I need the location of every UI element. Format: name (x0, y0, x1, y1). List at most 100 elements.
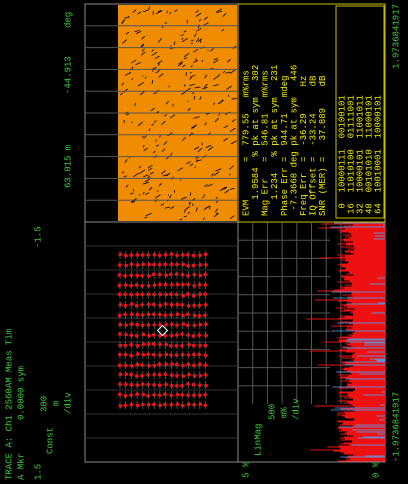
constellation-point (187, 353, 191, 357)
eye-streak (144, 145, 145, 148)
constellation-point (136, 404, 140, 408)
constellation-point (129, 373, 133, 377)
constellation-point (136, 263, 140, 267)
constellation-point (192, 403, 196, 407)
constellation-point (186, 323, 190, 327)
constellation-point (117, 284, 121, 288)
constellation-point (175, 263, 179, 267)
constellation-point (198, 254, 202, 258)
constellation-point (204, 303, 208, 307)
constellation-point (175, 363, 179, 367)
constellation-point (175, 344, 179, 348)
constellation-point (175, 272, 179, 276)
constellation-point (198, 344, 202, 348)
constellation-point (153, 323, 157, 327)
constellation-point (124, 364, 128, 368)
constellation-point (141, 313, 145, 317)
x-start: -1.9736841917 (391, 392, 401, 462)
constellation-point (169, 353, 173, 357)
constellation-point (158, 323, 162, 327)
constellation-point (129, 293, 133, 297)
constellation-point (203, 313, 207, 317)
constellation-point (170, 252, 174, 256)
constellation-point (169, 273, 173, 277)
constellation-point (147, 263, 151, 267)
constellation-point (164, 302, 168, 306)
constellation-point (203, 393, 207, 397)
constellation-point (192, 264, 196, 268)
constellation-point (187, 304, 191, 308)
constellation-point (204, 283, 208, 287)
constellation-point (164, 293, 168, 297)
constellation-point (152, 263, 156, 267)
constellation-point (170, 334, 174, 338)
constellation-point (118, 314, 122, 318)
constellation-point (124, 394, 128, 398)
constellation-point (198, 383, 202, 387)
constellation-point (124, 344, 128, 348)
constellation-point (135, 323, 139, 327)
summary-row: 1.234 % pk at sym 231 (270, 65, 280, 216)
constellation-point (142, 333, 146, 337)
constellation-point (181, 364, 185, 368)
constellation-point (164, 273, 168, 277)
constellation-point (163, 403, 167, 407)
constellation-point (175, 374, 179, 378)
constellation-point (146, 394, 150, 398)
constellation-point (136, 344, 140, 348)
eye-right: -44.913 (63, 56, 73, 94)
constellation-point (158, 353, 162, 357)
constellation-point (176, 303, 180, 307)
trace-title: TRACE A: Ch1 2560AM Meas Tim (4, 329, 14, 480)
summary-row: -7.3668 deg pk at sym 446 (289, 65, 299, 216)
constellation-point (186, 312, 190, 316)
constellation-point (147, 334, 151, 338)
constellation-point (125, 372, 129, 376)
constellation-point (147, 342, 151, 346)
constellation-point (198, 263, 202, 267)
constellation-point (198, 323, 202, 327)
const-per-div: /div (63, 392, 73, 414)
constellation-point (152, 383, 156, 387)
constellation-point (130, 302, 134, 306)
summary-row: 1.9584 % pk at sym 302 (251, 65, 261, 216)
constellation-point (204, 334, 208, 338)
constellation-point (146, 383, 150, 387)
constellation-point (203, 403, 207, 407)
constellation-point (157, 362, 161, 366)
constellation-point (124, 353, 128, 357)
constellation-point (119, 372, 123, 376)
constellation-point (124, 323, 128, 327)
constellation-point (193, 284, 197, 288)
constellation-point (140, 293, 144, 297)
constellation-point (123, 304, 127, 308)
constellation-point (181, 263, 185, 267)
constellation-point (175, 293, 179, 297)
constellation-point (181, 253, 185, 257)
constellation-point (130, 364, 134, 368)
constellation-point (186, 333, 190, 337)
constellation-point (135, 392, 139, 396)
constellation-point (130, 262, 134, 266)
constellation-point (123, 274, 127, 278)
constellation-point (175, 254, 179, 258)
error-name: LinMag (253, 424, 263, 456)
const-scale-unit: m (51, 401, 61, 406)
constellation-point (198, 304, 202, 308)
constellation-point (192, 393, 196, 397)
constellation-point (169, 403, 173, 407)
const-bottom: -1.5 (33, 226, 43, 248)
constellation-point (123, 292, 127, 296)
constellation-point (135, 374, 139, 378)
constellation-point (129, 393, 133, 397)
constellation-point (140, 303, 144, 307)
constellation-point (140, 363, 144, 367)
constellation-point (141, 382, 145, 386)
constellation-point (129, 273, 133, 277)
constellation-point (152, 312, 156, 316)
marker-value: 0.0000 sym (16, 366, 26, 420)
constellation-point (142, 353, 146, 357)
constellation-point (182, 322, 186, 326)
constellation-point (164, 383, 168, 387)
constellation-point (130, 383, 134, 387)
